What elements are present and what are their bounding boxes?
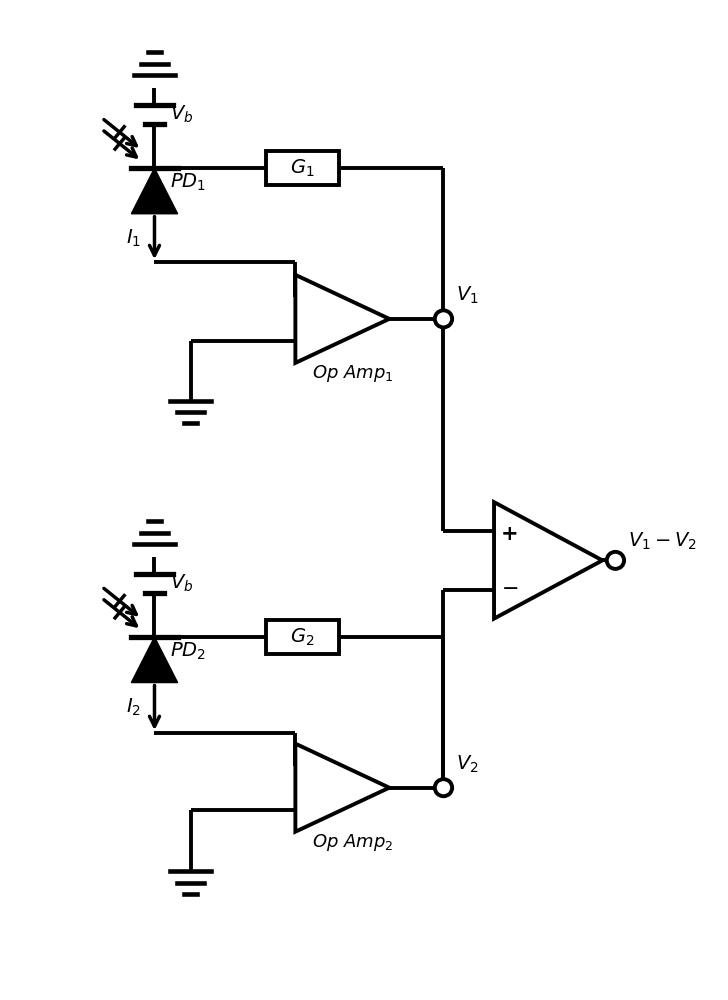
Polygon shape <box>131 168 178 214</box>
Text: $-$: $-$ <box>502 577 518 597</box>
Text: $G_2$: $G_2$ <box>290 626 314 648</box>
Text: $V_b$: $V_b$ <box>170 104 194 125</box>
Text: $PD_2$: $PD_2$ <box>170 641 207 662</box>
Text: $V_1$: $V_1$ <box>456 285 479 306</box>
Circle shape <box>435 779 452 796</box>
Text: $V_1 - V_2$: $V_1 - V_2$ <box>628 531 697 552</box>
Text: $I_2$: $I_2$ <box>127 697 141 718</box>
Text: $G_1$: $G_1$ <box>290 158 314 179</box>
Text: $Op\ Amp_2$: $Op\ Amp_2$ <box>312 832 394 853</box>
Text: $I_1$: $I_1$ <box>127 227 141 249</box>
Circle shape <box>606 552 624 569</box>
Text: $V_2$: $V_2$ <box>456 754 479 775</box>
Polygon shape <box>131 637 178 683</box>
FancyBboxPatch shape <box>266 620 339 654</box>
Text: $PD_1$: $PD_1$ <box>170 172 207 193</box>
FancyBboxPatch shape <box>266 151 339 185</box>
Text: +: + <box>501 524 519 544</box>
Circle shape <box>435 310 452 327</box>
Text: $V_b$: $V_b$ <box>170 573 194 594</box>
Text: $Op\ Amp_1$: $Op\ Amp_1$ <box>312 363 394 384</box>
